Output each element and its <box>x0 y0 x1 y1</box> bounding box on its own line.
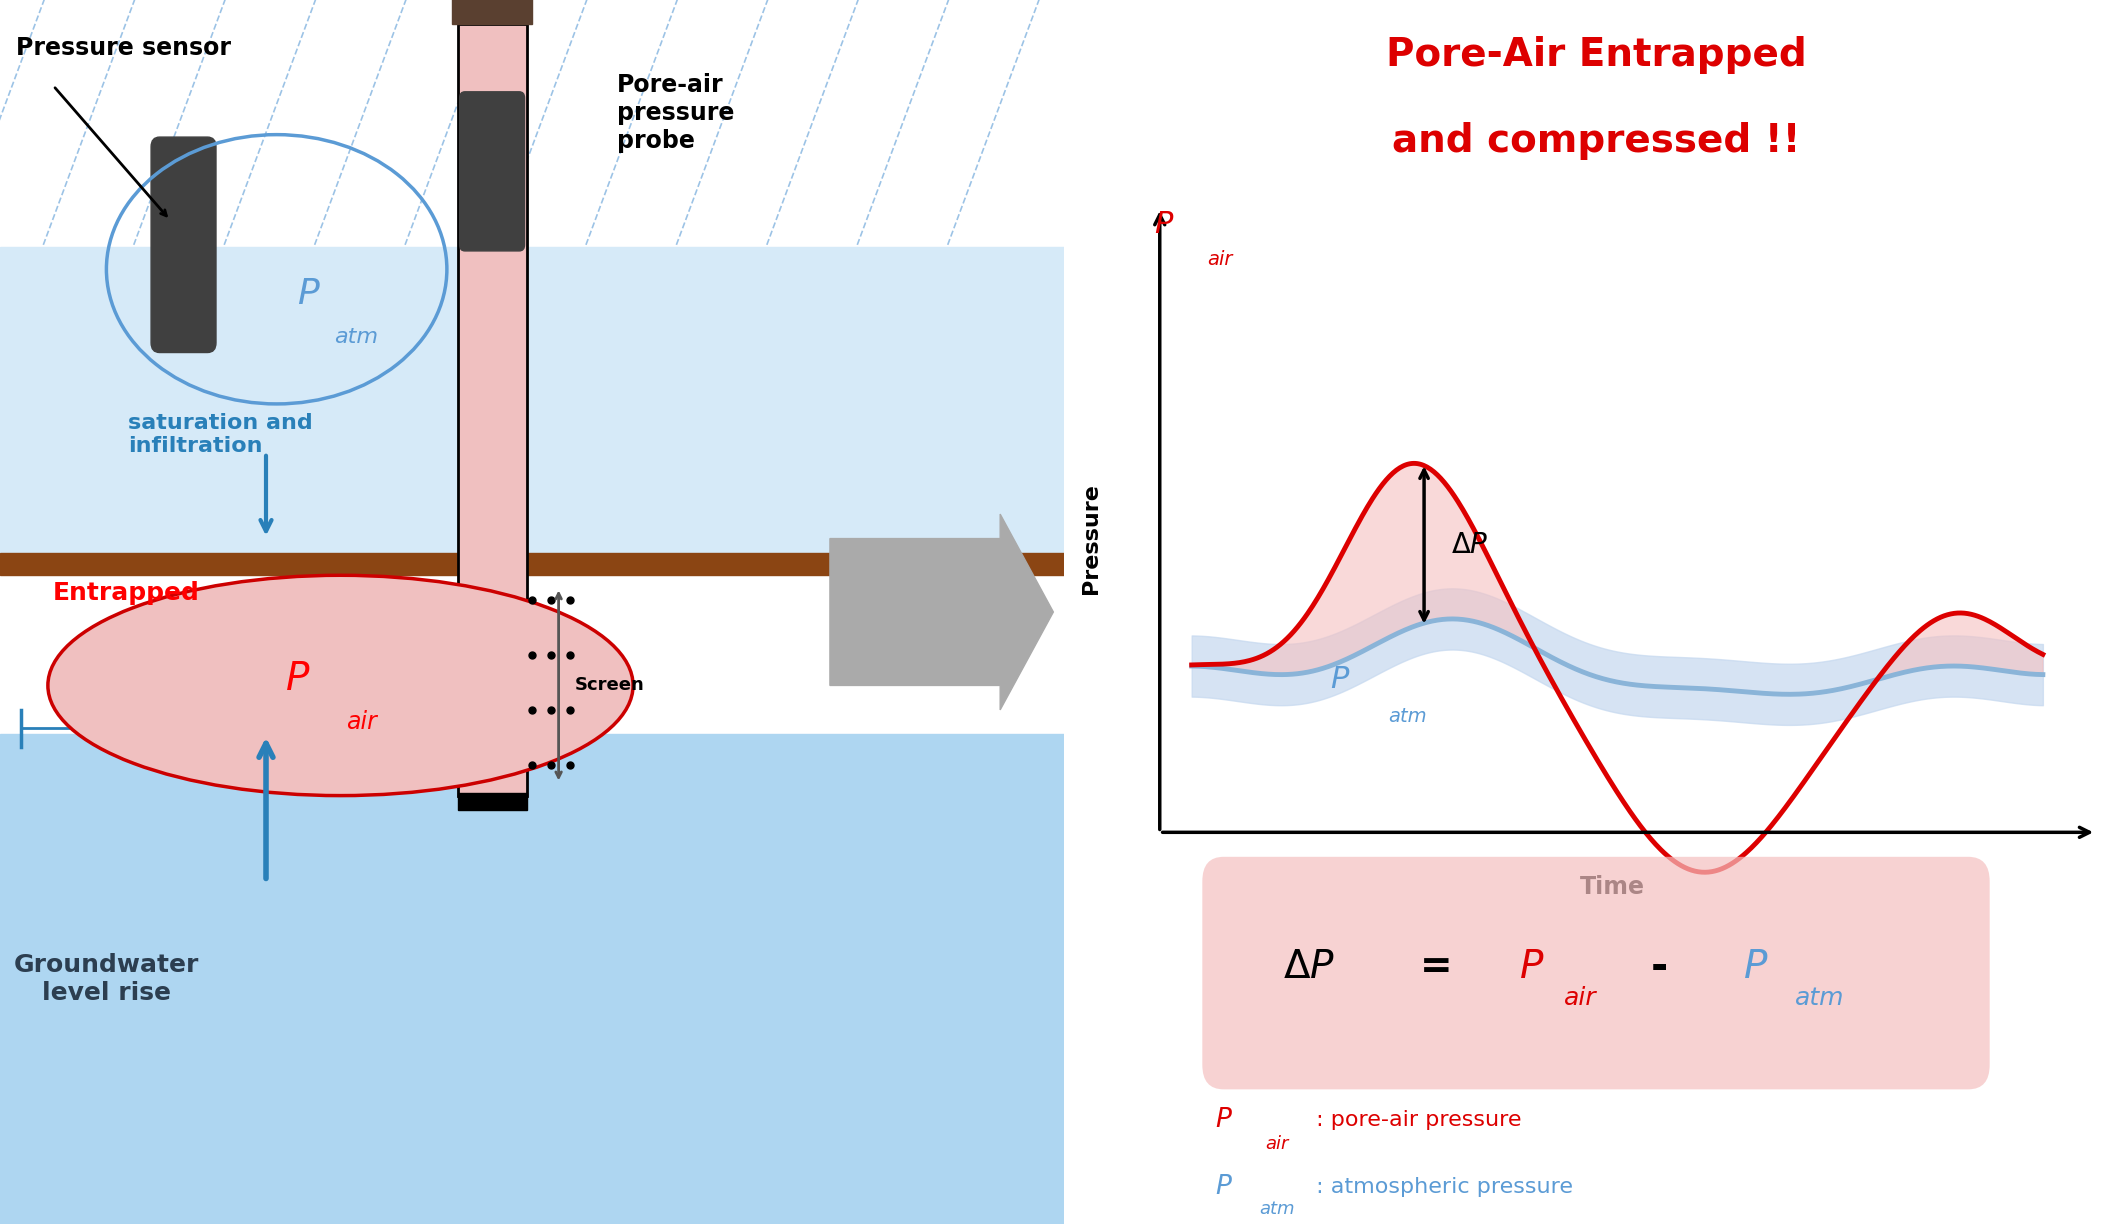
FancyBboxPatch shape <box>460 92 526 251</box>
Text: =: = <box>1419 947 1453 987</box>
FancyArrow shape <box>830 514 1053 710</box>
Text: atm: atm <box>1794 985 1845 1010</box>
Text: air: air <box>1564 985 1596 1010</box>
Text: Pressure: Pressure <box>1081 483 1100 594</box>
Bar <box>458 24 528 796</box>
Text: Time: Time <box>1579 875 1645 900</box>
Text: atm: atm <box>1260 1201 1294 1218</box>
Bar <box>0 247 1064 553</box>
Text: air: air <box>1266 1136 1287 1153</box>
Text: air: air <box>347 710 377 734</box>
Ellipse shape <box>47 575 634 796</box>
Text: Entrapped: Entrapped <box>53 580 200 605</box>
Text: Pressure sensor: Pressure sensor <box>17 35 232 60</box>
Text: $P$: $P$ <box>1330 665 1351 694</box>
Text: Pore-Air Entrapped: Pore-Air Entrapped <box>1385 35 1807 75</box>
Text: $\Delta P$: $\Delta P$ <box>1283 947 1334 987</box>
Bar <box>458 24 528 796</box>
Text: $P$: $P$ <box>1215 1106 1232 1133</box>
FancyBboxPatch shape <box>1202 857 1990 1089</box>
Text: $P$: $P$ <box>1153 209 1175 239</box>
Text: $P$: $P$ <box>1215 1174 1232 1201</box>
Text: atm: atm <box>334 327 379 346</box>
Text: atm: atm <box>1387 706 1428 726</box>
Bar <box>453 0 532 24</box>
Text: $P$: $P$ <box>285 660 311 699</box>
Text: -: - <box>1651 946 1668 988</box>
Text: : atmospheric pressure: : atmospheric pressure <box>1309 1177 1573 1197</box>
Text: air: air <box>1209 250 1232 269</box>
Text: Pore-air
pressure
probe: Pore-air pressure probe <box>617 73 734 153</box>
Text: $P$: $P$ <box>1743 947 1768 987</box>
Text: : pore-air pressure: : pore-air pressure <box>1309 1110 1522 1130</box>
Text: $P$: $P$ <box>1519 947 1545 987</box>
Bar <box>0 734 1064 1224</box>
Bar <box>0 553 1064 575</box>
Text: saturation and
infiltration: saturation and infiltration <box>128 412 313 457</box>
FancyBboxPatch shape <box>151 137 217 353</box>
Text: Screen: Screen <box>575 677 645 694</box>
Text: $P$: $P$ <box>296 277 321 311</box>
Text: and compressed !!: and compressed !! <box>1392 121 1800 160</box>
Bar <box>458 793 528 810</box>
Text: $\Delta P$: $\Delta P$ <box>1451 531 1487 559</box>
Text: Groundwater
level rise: Groundwater level rise <box>13 953 200 1005</box>
